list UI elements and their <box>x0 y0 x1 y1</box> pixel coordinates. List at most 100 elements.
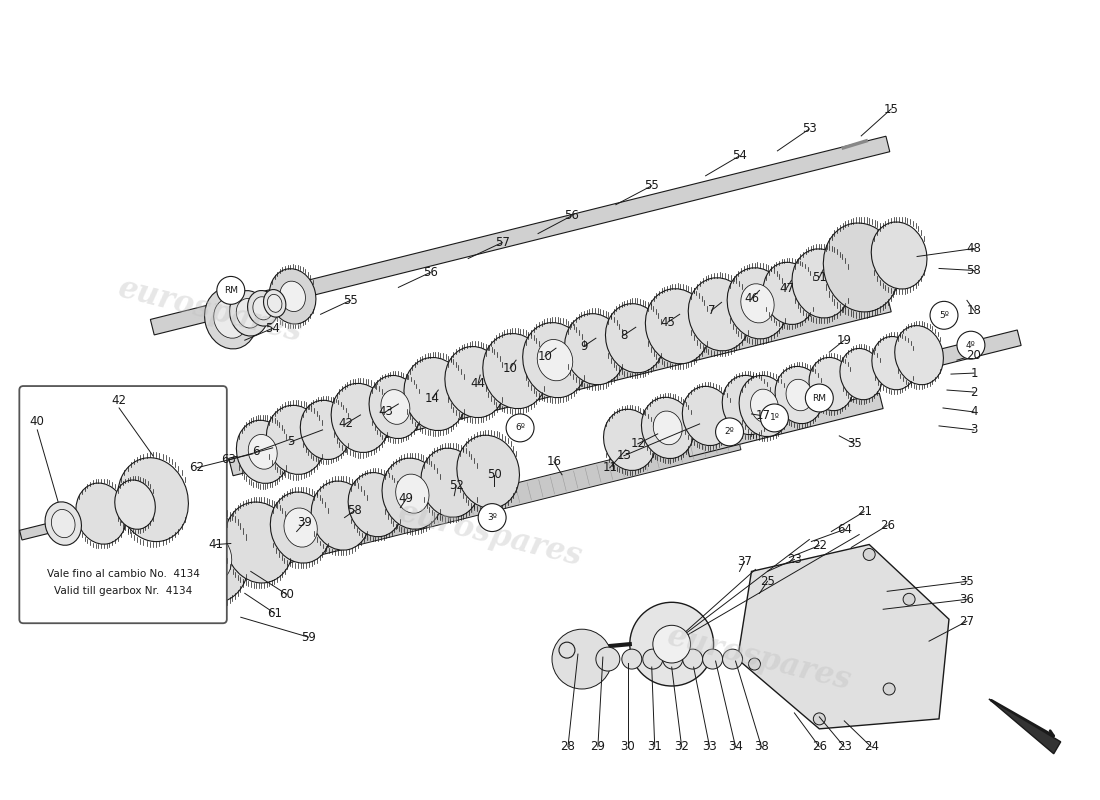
Polygon shape <box>737 545 949 729</box>
Text: 14: 14 <box>425 391 440 405</box>
Circle shape <box>596 647 619 671</box>
Ellipse shape <box>792 249 850 318</box>
Circle shape <box>716 418 744 446</box>
Ellipse shape <box>840 349 882 400</box>
Ellipse shape <box>604 410 656 470</box>
Ellipse shape <box>740 284 774 323</box>
Text: 59: 59 <box>301 630 316 644</box>
Text: 63: 63 <box>221 454 236 466</box>
Text: 43: 43 <box>378 406 393 418</box>
Ellipse shape <box>653 411 682 445</box>
Ellipse shape <box>404 358 466 430</box>
Ellipse shape <box>267 294 282 312</box>
Text: 1: 1 <box>970 366 978 379</box>
Text: 42: 42 <box>111 394 126 406</box>
Text: 24: 24 <box>864 740 879 754</box>
Ellipse shape <box>605 304 664 373</box>
Text: 34: 34 <box>728 740 743 754</box>
Text: 21: 21 <box>857 505 871 518</box>
Circle shape <box>864 549 876 561</box>
Text: 40: 40 <box>30 415 45 429</box>
Ellipse shape <box>230 290 268 336</box>
Ellipse shape <box>823 223 899 312</box>
Text: eurospares: eurospares <box>664 622 855 697</box>
Text: 20: 20 <box>967 349 981 362</box>
Circle shape <box>630 602 714 686</box>
Circle shape <box>805 384 834 412</box>
Circle shape <box>552 630 612 689</box>
Text: 30: 30 <box>620 740 635 754</box>
Ellipse shape <box>537 339 573 381</box>
Ellipse shape <box>689 278 751 351</box>
Ellipse shape <box>213 298 248 338</box>
Ellipse shape <box>311 481 370 550</box>
Text: 2: 2 <box>970 386 978 398</box>
Text: 52: 52 <box>449 479 464 492</box>
Text: 2º: 2º <box>725 427 735 436</box>
Circle shape <box>760 404 789 432</box>
Ellipse shape <box>808 358 854 410</box>
Text: 27: 27 <box>959 614 975 628</box>
Text: 54: 54 <box>265 322 280 334</box>
Ellipse shape <box>682 386 733 446</box>
Ellipse shape <box>270 269 316 324</box>
Ellipse shape <box>249 434 277 469</box>
Polygon shape <box>989 699 1060 754</box>
Text: 6º: 6º <box>515 423 525 433</box>
Ellipse shape <box>872 337 916 390</box>
Text: 44: 44 <box>471 377 486 390</box>
Text: 3º: 3º <box>487 513 497 522</box>
Text: 31: 31 <box>647 740 662 754</box>
Ellipse shape <box>750 389 779 422</box>
Text: 55: 55 <box>645 179 659 192</box>
Circle shape <box>506 414 534 442</box>
Ellipse shape <box>76 483 126 544</box>
Circle shape <box>723 649 743 669</box>
Ellipse shape <box>253 297 273 320</box>
Text: 58: 58 <box>967 264 981 277</box>
Polygon shape <box>685 393 883 457</box>
Text: 49: 49 <box>399 492 414 505</box>
Ellipse shape <box>279 281 306 311</box>
Ellipse shape <box>396 474 429 514</box>
Circle shape <box>662 649 683 669</box>
Text: eurospares: eurospares <box>116 273 306 348</box>
Text: 41: 41 <box>208 538 223 551</box>
Ellipse shape <box>264 290 286 317</box>
Text: 57: 57 <box>495 236 509 249</box>
Text: 1º: 1º <box>770 414 780 422</box>
Circle shape <box>559 642 575 658</box>
Ellipse shape <box>370 375 421 438</box>
Ellipse shape <box>421 448 480 518</box>
Ellipse shape <box>894 326 944 385</box>
Ellipse shape <box>739 375 790 437</box>
Text: 23: 23 <box>837 740 851 754</box>
Text: 56: 56 <box>564 209 580 222</box>
Ellipse shape <box>727 268 788 339</box>
Text: 60: 60 <box>279 588 294 601</box>
Polygon shape <box>265 531 346 568</box>
Ellipse shape <box>224 502 293 583</box>
Text: 11: 11 <box>603 462 617 474</box>
Text: 56: 56 <box>422 266 438 279</box>
Text: 12: 12 <box>630 438 646 450</box>
Text: 23: 23 <box>786 553 802 566</box>
Ellipse shape <box>45 502 81 546</box>
Ellipse shape <box>381 390 410 424</box>
Text: 26: 26 <box>880 519 894 532</box>
Text: Vale fino al cambio No.  4134: Vale fino al cambio No. 4134 <box>46 570 199 579</box>
Ellipse shape <box>522 322 587 398</box>
Ellipse shape <box>349 473 403 537</box>
Text: 35: 35 <box>847 438 861 450</box>
Ellipse shape <box>723 375 773 434</box>
Text: 13: 13 <box>616 450 631 462</box>
Text: 62: 62 <box>189 462 205 474</box>
Circle shape <box>683 649 703 669</box>
Text: 45: 45 <box>660 316 675 329</box>
Text: 22: 22 <box>812 539 827 552</box>
Ellipse shape <box>564 314 625 385</box>
Text: 19: 19 <box>837 334 851 346</box>
Circle shape <box>621 649 641 669</box>
Text: 16: 16 <box>547 455 561 468</box>
Circle shape <box>652 626 691 663</box>
